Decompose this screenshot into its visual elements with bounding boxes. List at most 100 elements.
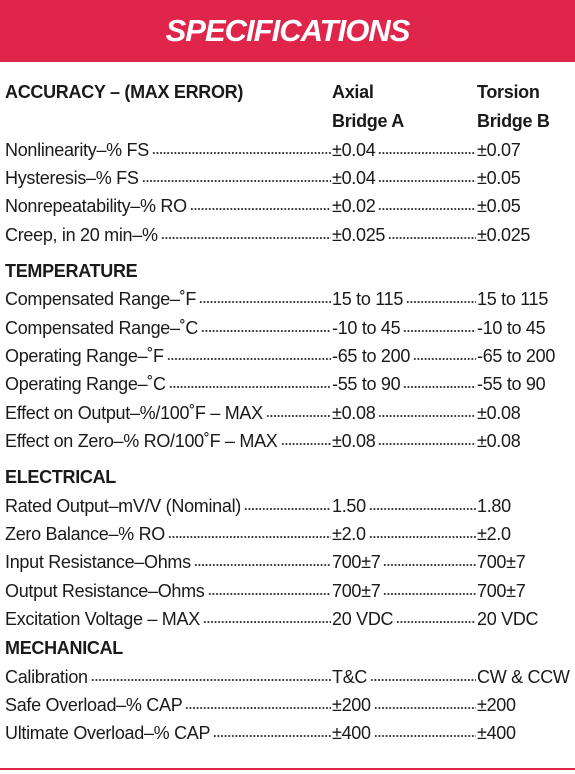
spec-label: Nonrepeatability–% RO [5, 196, 187, 217]
heading-cell: ELECTRICAL [5, 467, 332, 488]
spec-row: Creep, in 20 min–% ±0.025 ±0.025 [5, 221, 575, 249]
value-cell: ±0.02 [332, 196, 477, 217]
value-b: 20 VDC [477, 609, 539, 630]
spec-label: Ultimate Overload–% CAP [5, 723, 211, 744]
value-b: 700±7 [477, 552, 526, 573]
value-cell: ±0.08 [332, 431, 477, 452]
dot-leader [413, 357, 476, 362]
value-b: ±200 [477, 694, 516, 715]
heading-cell: MECHANICAL [5, 638, 332, 659]
dot-leader [378, 207, 476, 212]
value-cell: ±200 [477, 695, 575, 716]
value-a: 20 VDC [332, 609, 394, 630]
bottom-rule [0, 768, 575, 770]
spec-row: Nonlinearity–% FS ±0.04 ±0.07 [5, 136, 575, 164]
spec-label: Effect on Zero–% RO/100˚F – MAX [5, 431, 278, 452]
column-line: Bridge A [332, 111, 404, 131]
value-cell: 20 VDC [332, 609, 477, 630]
value-a: -10 to 45 [332, 317, 401, 338]
spec-row: Effect on Zero–% RO/100˚F – MAX ±0.08 ±0.0… [5, 428, 575, 456]
dot-leader [167, 534, 331, 539]
value-a: 1.50 [332, 495, 366, 516]
value-cell: 15 to 115 [477, 289, 575, 310]
spec-label: Compensated Range–˚C [5, 317, 199, 338]
value-b: ±0.07 [477, 139, 521, 160]
spec-label: Operating Range–˚F [5, 346, 164, 367]
value-cell: ±200 [332, 695, 477, 716]
label-cell: Rated Output–mV/V (Nominal) [5, 496, 332, 517]
value-a: T&C [332, 666, 368, 687]
value-cell: -10 to 45 [332, 318, 477, 339]
value-cell: 700±7 [332, 581, 477, 602]
value-b: ±0.05 [477, 196, 521, 217]
spec-label: Output Resistance–Ohms [5, 580, 205, 601]
spec-row: Ultimate Overload–% CAP ±400 ±400 [5, 720, 575, 748]
value-b: ±0.08 [477, 402, 521, 423]
dot-leader [90, 677, 331, 682]
value-cell: ±2.0 [477, 524, 575, 545]
spec-row: Operating Range–˚C -55 to 90 -55 to 90 [5, 371, 575, 399]
spec-label: Rated Output–mV/V (Nominal) [5, 495, 241, 516]
spec-label: Hysteresis–% FS [5, 168, 139, 189]
heading-cell: TEMPERATURE [5, 261, 332, 282]
value-a: 700±7 [332, 552, 381, 573]
spec-row: Input Resistance–Ohms 700±7 700±7 [5, 549, 575, 577]
value-cell: ±400 [477, 723, 575, 744]
label-cell: Compensated Range–˚C [5, 318, 332, 339]
label-cell: Calibration [5, 667, 332, 688]
value-cell: -10 to 45 [477, 318, 575, 339]
value-cell: ±2.0 [332, 524, 477, 545]
value-a: ±0.08 [332, 431, 376, 452]
value-b: ±0.05 [477, 168, 521, 189]
value-cell: ±0.05 [477, 196, 575, 217]
value-a: ±0.08 [332, 402, 376, 423]
value-cell: ±0.025 [332, 225, 477, 246]
spec-table: ACCURACY – (MAX ERROR) Axial Torsion Bridge… [5, 78, 575, 748]
dot-leader [378, 179, 476, 184]
value-cell: -55 to 90 [477, 374, 575, 395]
value-cell: ±0.07 [477, 140, 575, 161]
section-title: MECHANICAL [5, 637, 123, 658]
dot-leader [265, 413, 331, 418]
spec-label: Excitation Voltage – MAX [5, 609, 200, 630]
spec-label: Safe Overload–% CAP [5, 694, 183, 715]
value-b: CW & CCW [477, 666, 570, 687]
column-line: Torsion [477, 82, 540, 102]
section-heading: ACCURACY – (MAX ERROR) Axial Torsion [5, 78, 575, 107]
spec-row: Excitation Voltage – MAX 20 VDC 20 VDC [5, 605, 575, 633]
value-b: ±2.0 [477, 523, 511, 544]
dot-leader [388, 235, 476, 240]
label-cell: Effect on Zero–% RO/100˚F – MAX [5, 431, 332, 452]
label-cell: Zero Balance–% RO [5, 524, 332, 545]
value-a: ±0.02 [332, 196, 376, 217]
dot-leader [280, 442, 331, 447]
section-title: ELECTRICAL [5, 466, 116, 487]
value-cell: 1.80 [477, 496, 575, 517]
value-cell: 20 VDC [477, 609, 575, 630]
label-cell: Input Resistance–Ohms [5, 552, 332, 573]
spec-row: Rated Output–mV/V (Nominal) 1.50 1.80 [5, 492, 575, 520]
value-b: 15 to 115 [477, 289, 549, 310]
dot-leader [213, 734, 331, 739]
dot-leader [207, 591, 331, 596]
spec-row: Zero Balance–% RO ±2.0 ±2.0 [5, 520, 575, 548]
value-cell: ±0.08 [477, 431, 575, 452]
spec-row: Compensated Range–˚C -10 to 45 -10 to 45 [5, 314, 575, 342]
value-cell: -65 to 200 [477, 346, 575, 367]
dot-leader [403, 385, 476, 390]
dot-leader [383, 591, 476, 596]
dot-leader [185, 705, 331, 710]
section-title: ACCURACY – (MAX ERROR) [5, 82, 244, 102]
value-cell: ±0.05 [477, 168, 575, 189]
label-cell: Ultimate Overload–% CAP [5, 723, 332, 744]
value-cell: 700±7 [332, 552, 477, 573]
value-cell: 700±7 [477, 552, 575, 573]
dot-leader [193, 563, 331, 568]
value-a: -65 to 200 [332, 346, 411, 367]
column-line: Axial [332, 82, 374, 102]
value-cell: 15 to 115 [332, 289, 477, 310]
dot-leader [160, 235, 331, 240]
label-cell: Operating Range–˚C [5, 374, 332, 395]
dot-leader [373, 705, 476, 710]
